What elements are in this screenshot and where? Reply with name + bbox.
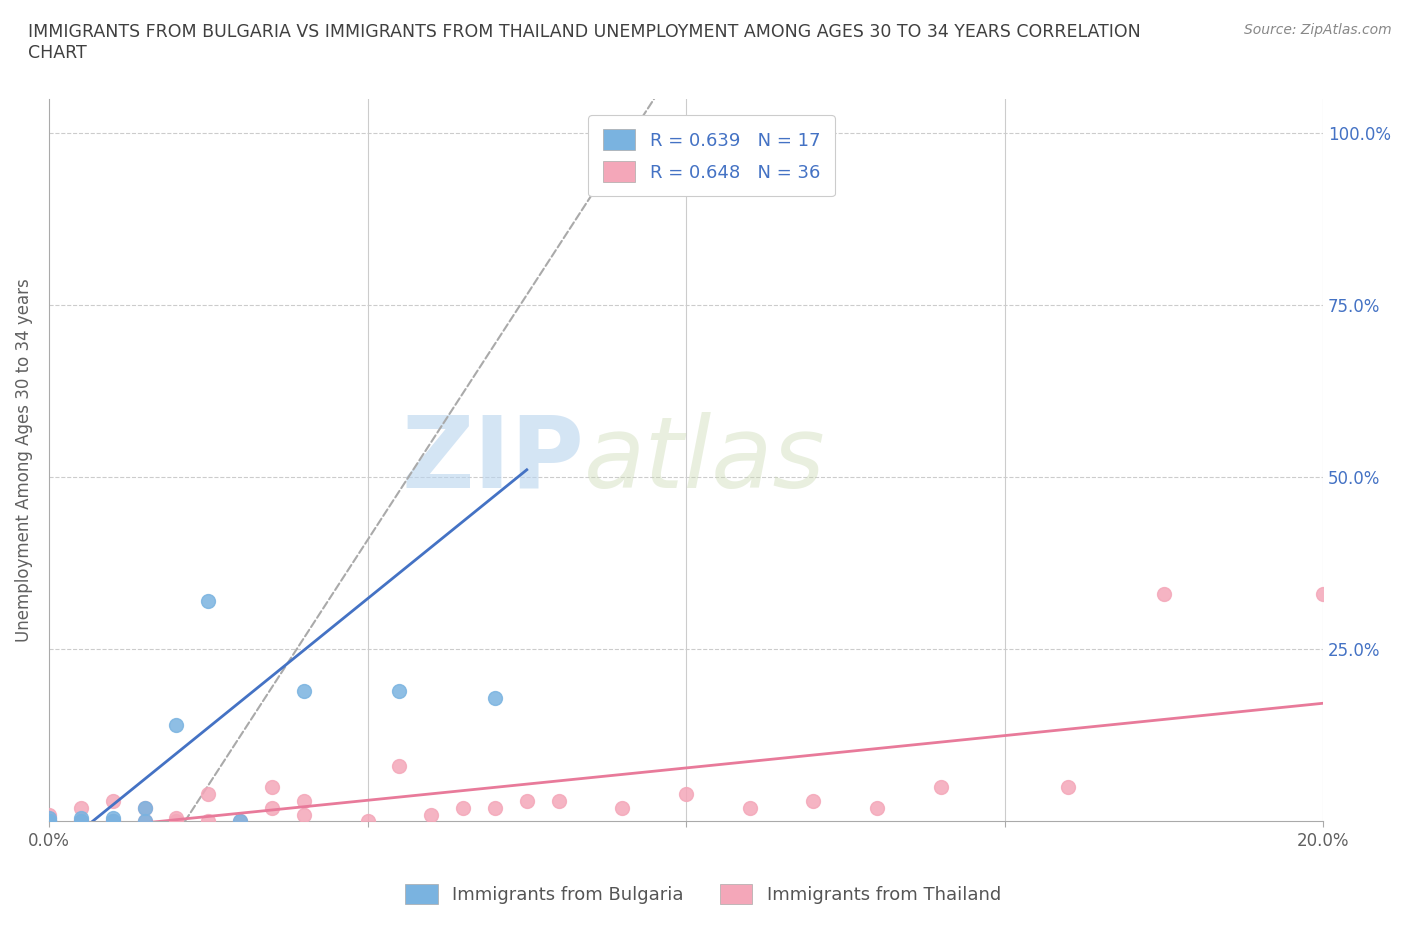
- Point: [134, 801, 156, 816]
- Point: [1153, 587, 1175, 602]
- Point: [38, 811, 60, 826]
- Point: [356, 814, 378, 829]
- Legend: Immigrants from Bulgaria, Immigrants from Thailand: Immigrants from Bulgaria, Immigrants fro…: [398, 876, 1008, 911]
- Point: [388, 684, 411, 698]
- Point: [484, 690, 506, 705]
- Y-axis label: Unemployment Among Ages 30 to 34 years: Unemployment Among Ages 30 to 34 years: [15, 278, 32, 642]
- Text: Source: ZipAtlas.com: Source: ZipAtlas.com: [1244, 23, 1392, 37]
- Point: [165, 814, 187, 829]
- Point: [420, 807, 443, 822]
- Point: [229, 814, 252, 829]
- Point: [388, 759, 411, 774]
- Point: [260, 801, 283, 816]
- Point: [229, 814, 252, 829]
- Text: IMMIGRANTS FROM BULGARIA VS IMMIGRANTS FROM THAILAND UNEMPLOYMENT AMONG AGES 30 : IMMIGRANTS FROM BULGARIA VS IMMIGRANTS F…: [28, 23, 1140, 62]
- Point: [134, 814, 156, 829]
- Point: [69, 814, 91, 829]
- Point: [451, 801, 474, 816]
- Point: [134, 801, 156, 816]
- Point: [69, 814, 91, 829]
- Point: [1312, 587, 1334, 602]
- Point: [516, 793, 538, 808]
- Point: [38, 814, 60, 829]
- Text: atlas: atlas: [583, 412, 825, 509]
- Point: [165, 718, 187, 733]
- Point: [38, 814, 60, 829]
- Point: [292, 684, 315, 698]
- Point: [675, 787, 697, 802]
- Point: [292, 807, 315, 822]
- Point: [866, 801, 889, 816]
- Point: [738, 801, 761, 816]
- Point: [38, 814, 60, 829]
- Point: [612, 126, 634, 140]
- Point: [484, 801, 506, 816]
- Point: [101, 814, 124, 829]
- Point: [260, 779, 283, 794]
- Point: [547, 793, 569, 808]
- Point: [612, 801, 634, 816]
- Point: [803, 793, 825, 808]
- Text: ZIP: ZIP: [401, 412, 583, 509]
- Point: [38, 807, 60, 822]
- Point: [38, 811, 60, 826]
- Point: [69, 811, 91, 826]
- Point: [134, 814, 156, 829]
- Point: [69, 801, 91, 816]
- Point: [69, 814, 91, 829]
- Point: [197, 593, 219, 608]
- Point: [165, 811, 187, 826]
- Point: [101, 814, 124, 829]
- Legend: R = 0.639   N = 17, R = 0.648   N = 36: R = 0.639 N = 17, R = 0.648 N = 36: [588, 115, 835, 196]
- Point: [101, 793, 124, 808]
- Point: [38, 814, 60, 829]
- Point: [101, 814, 124, 829]
- Point: [292, 793, 315, 808]
- Point: [101, 811, 124, 826]
- Point: [929, 779, 952, 794]
- Point: [197, 814, 219, 829]
- Point: [1057, 779, 1080, 794]
- Point: [197, 787, 219, 802]
